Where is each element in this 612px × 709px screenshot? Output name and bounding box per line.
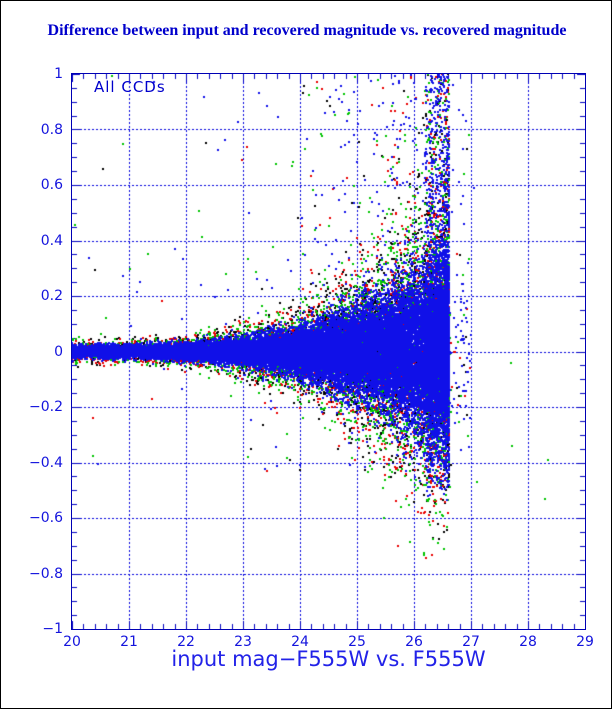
x-axis-title: input mag−F555W vs. F555W (171, 647, 486, 671)
y-tick-label: 0.4 (40, 232, 63, 249)
x-tick-label: 29 (576, 634, 594, 650)
y-tick-label: 0.2 (40, 288, 63, 304)
ccd-annotation: All CCDs (94, 78, 166, 96)
y-tick-label: −0.6 (29, 510, 63, 526)
x-tick-label: 22 (177, 634, 195, 650)
y-tick-label: 1 (54, 66, 63, 82)
y-tick-label: −0.4 (29, 454, 63, 471)
y-tick-label: 0.8 (40, 121, 63, 138)
y-tick-label: 0 (54, 343, 63, 360)
x-tick-label: 28 (519, 634, 537, 650)
scatter-plot-canvas (72, 74, 585, 629)
x-tick-label: 25 (348, 634, 366, 650)
x-tick-label: 20 (63, 634, 81, 650)
y-tick-label: −0.2 (29, 399, 63, 415)
x-tick-label: 27 (462, 634, 480, 650)
y-tick-label: −0.8 (29, 565, 63, 582)
x-tick-label: 26 (405, 634, 423, 650)
chart-title: Difference between input and recovered m… (47, 22, 567, 39)
y-tick-label: −1 (42, 621, 63, 637)
x-tick-label: 21 (120, 634, 138, 650)
x-tick-label: 24 (291, 634, 309, 650)
x-tick-label: 23 (234, 634, 252, 650)
y-tick-label: 0.6 (40, 177, 63, 193)
